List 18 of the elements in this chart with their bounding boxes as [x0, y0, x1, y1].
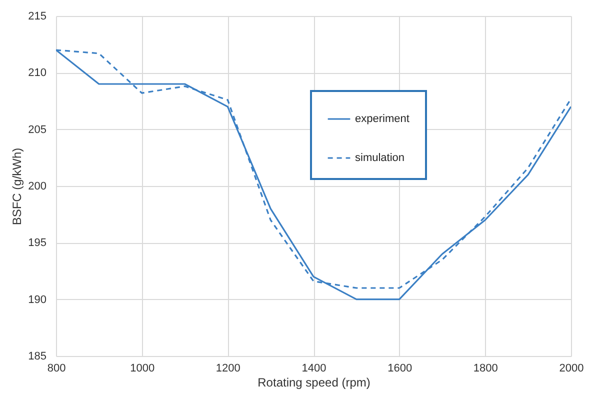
x-tick-label: 1200: [216, 362, 240, 374]
x-tick-label: 1600: [388, 362, 412, 374]
x-axis-title: Rotating speed (rpm): [258, 376, 370, 390]
y-tick-label: 195: [28, 237, 46, 250]
y-tick-label: 190: [28, 294, 46, 306]
y-tick-label: 215: [28, 10, 46, 22]
y-axis-title: BSFC (g/kWh): [10, 148, 24, 226]
x-tick-label: 1000: [130, 362, 155, 374]
x-tick-label: 800: [47, 362, 66, 374]
x-tick-label: 1400: [302, 362, 326, 374]
legend-label: simulation: [355, 152, 405, 164]
y-tick-label: 200: [28, 180, 46, 192]
legend-label: experiment: [355, 113, 410, 125]
x-tick-label: 2000: [559, 362, 584, 374]
y-tick-label: 205: [28, 124, 46, 136]
x-tick-label: 1800: [473, 362, 498, 374]
y-tick-label: 210: [28, 67, 46, 80]
y-tick-label: 185: [28, 350, 46, 362]
